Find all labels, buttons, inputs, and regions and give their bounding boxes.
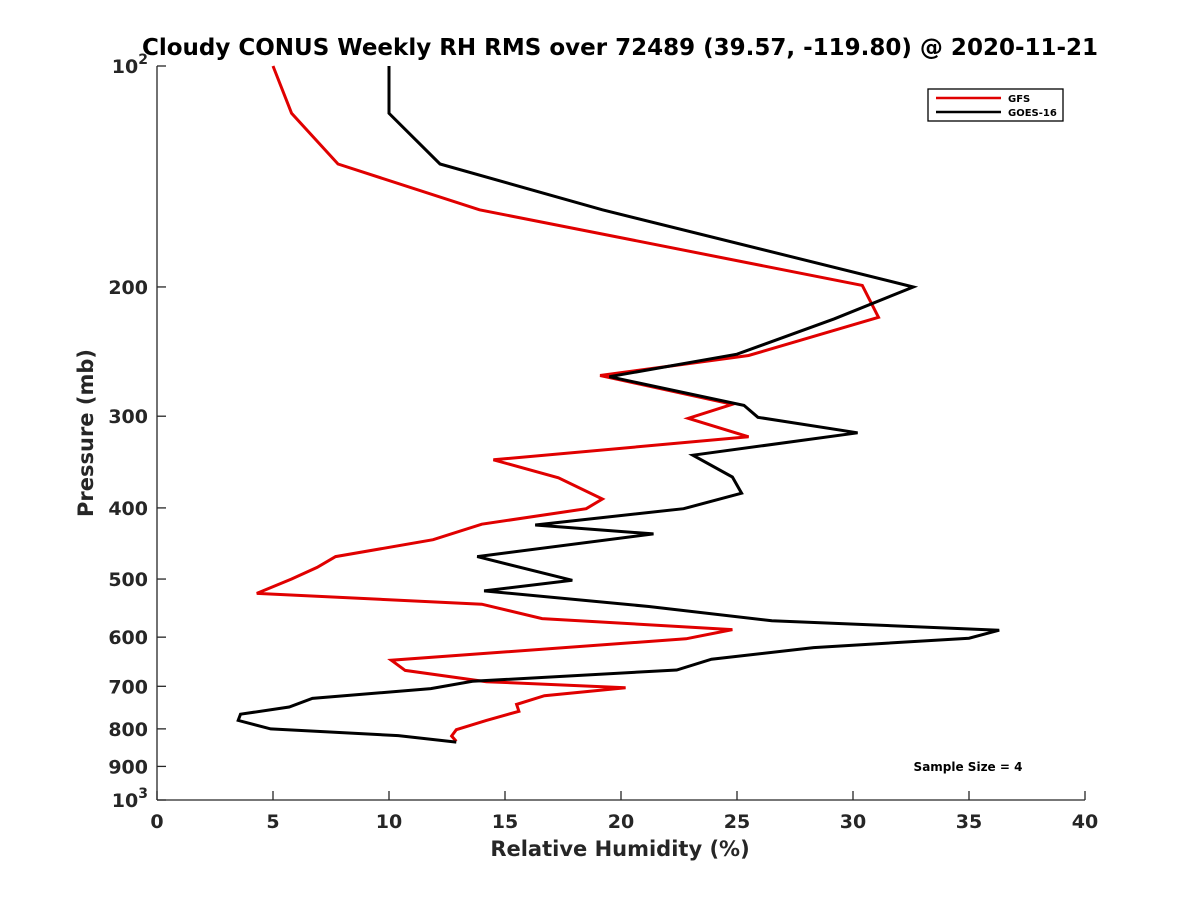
x-tick-label: 35 — [956, 811, 982, 833]
x-axis: 0 5 10 15 20 25 30 35 40 — [150, 791, 1098, 833]
x-tick-label: 25 — [724, 811, 750, 833]
x-tick-label: 40 — [1072, 811, 1098, 833]
y-tick-label-base: 600 — [108, 627, 148, 649]
y-tick-label: 200 — [108, 277, 148, 299]
y-tick-label: 700 — [108, 676, 148, 698]
x-axis-title: Relative Humidity (%) — [490, 837, 749, 861]
legend: GFS GOES-16 — [927, 88, 1064, 122]
series-line-goes-16 — [236, 66, 1000, 744]
y-tick-label-base: 200 — [108, 277, 148, 299]
legend-box — [927, 88, 1064, 122]
y-tick-label: 500 — [108, 569, 148, 591]
x-tick-label: 30 — [840, 811, 866, 833]
x-tick-label: 20 — [608, 811, 634, 833]
x-tick-label: 10 — [376, 811, 402, 833]
y-tick-label: 600 — [108, 627, 148, 649]
y-tick-label-base: 800 — [108, 719, 148, 741]
x-tick-label: 15 — [492, 811, 518, 833]
series-line-gfs — [256, 65, 881, 743]
legend-label: GOES-16 — [1008, 108, 1057, 119]
y-tick-label: 102 — [112, 52, 148, 78]
y-tick-label-base: 400 — [108, 498, 148, 520]
series-layer — [236, 65, 1000, 744]
legend-label: GFS — [1008, 94, 1030, 105]
y-tick-label: 800 — [108, 719, 148, 741]
y-axis-title: Pressure (mb) — [74, 349, 98, 517]
y-tick-label-exponent: 2 — [138, 52, 148, 68]
y-tick-label: 103 — [112, 786, 148, 812]
y-tick-label: 900 — [108, 756, 148, 778]
y-tick-label-base: 10 — [112, 56, 138, 78]
y-tick-label-base: 700 — [108, 676, 148, 698]
x-tick-label: 5 — [266, 811, 279, 833]
y-tick-label: 300 — [108, 406, 148, 428]
y-tick-label-base: 300 — [108, 406, 148, 428]
y-tick-label-base: 500 — [108, 569, 148, 591]
y-tick-label-base: 10 — [112, 790, 138, 812]
y-tick-label-exponent: 3 — [138, 786, 148, 802]
chart-title: Cloudy CONUS Weekly RH RMS over 72489 (3… — [142, 35, 1098, 61]
x-tick-label: 0 — [150, 811, 163, 833]
y-tick-label-base: 900 — [108, 756, 148, 778]
sample-size-annotation: Sample Size = 4 — [914, 760, 1023, 774]
y-tick-label: 400 — [108, 498, 148, 520]
